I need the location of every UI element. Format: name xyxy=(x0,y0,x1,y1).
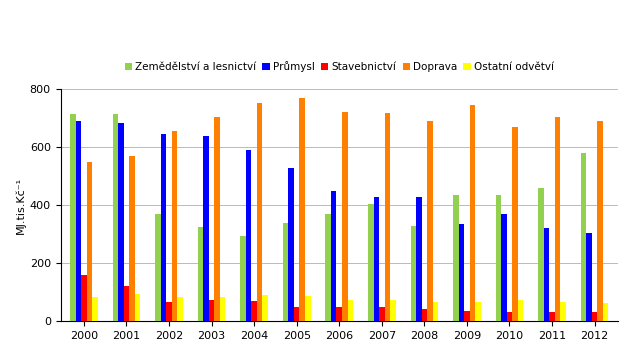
Bar xyxy=(92,297,97,321)
Bar xyxy=(416,197,422,321)
Bar xyxy=(87,162,92,321)
Bar xyxy=(453,195,459,321)
Bar xyxy=(348,300,353,321)
Bar xyxy=(113,114,118,321)
Bar xyxy=(549,312,555,321)
Bar xyxy=(496,195,501,321)
Bar xyxy=(299,98,305,321)
Bar xyxy=(161,134,166,321)
Bar xyxy=(512,127,518,321)
Bar xyxy=(289,168,294,321)
Bar xyxy=(433,303,438,321)
Bar xyxy=(373,197,379,321)
Bar xyxy=(215,117,220,321)
Bar xyxy=(177,297,183,321)
Bar xyxy=(337,307,342,321)
Bar xyxy=(241,236,246,321)
Bar xyxy=(518,300,523,321)
Bar xyxy=(464,311,470,321)
Bar xyxy=(555,117,560,321)
Bar xyxy=(251,301,257,321)
Bar xyxy=(501,214,506,321)
Legend: Zemědělství a lesnictví, Průmysl, Stavebnictví, Doprava, Ostatní odvětví: Zemědělství a lesnictví, Průmysl, Staveb… xyxy=(120,57,558,77)
Bar xyxy=(155,214,161,321)
Bar xyxy=(368,204,373,321)
Bar xyxy=(580,153,586,321)
Bar xyxy=(506,312,512,321)
Bar xyxy=(379,307,385,321)
Bar xyxy=(70,114,75,321)
Bar xyxy=(220,297,225,321)
Bar xyxy=(129,156,135,321)
Bar xyxy=(411,226,416,321)
Bar xyxy=(427,121,433,321)
Bar xyxy=(538,188,544,321)
Bar xyxy=(294,307,299,321)
Bar xyxy=(544,229,549,321)
Bar xyxy=(81,275,87,321)
Bar xyxy=(422,309,427,321)
Bar xyxy=(75,121,81,321)
Bar xyxy=(305,296,311,321)
Bar xyxy=(342,112,348,321)
Bar xyxy=(586,233,592,321)
Bar xyxy=(118,122,123,321)
Bar xyxy=(197,227,203,321)
Bar xyxy=(246,150,251,321)
Bar xyxy=(283,222,289,321)
Bar xyxy=(598,121,603,321)
Bar xyxy=(603,303,608,321)
Bar xyxy=(560,303,566,321)
Bar xyxy=(166,302,172,321)
Bar xyxy=(385,113,390,321)
Bar xyxy=(209,299,215,321)
Y-axis label: MJ.tis.Kč⁻¹: MJ.tis.Kč⁻¹ xyxy=(15,177,25,234)
Bar xyxy=(475,303,480,321)
Bar xyxy=(325,214,331,321)
Bar xyxy=(459,224,464,321)
Bar xyxy=(172,131,177,321)
Bar xyxy=(331,191,337,321)
Bar xyxy=(135,294,141,321)
Bar xyxy=(123,287,129,321)
Bar xyxy=(470,105,475,321)
Bar xyxy=(203,136,209,321)
Bar xyxy=(257,103,263,321)
Bar xyxy=(592,312,598,321)
Bar xyxy=(263,295,268,321)
Bar xyxy=(390,300,396,321)
